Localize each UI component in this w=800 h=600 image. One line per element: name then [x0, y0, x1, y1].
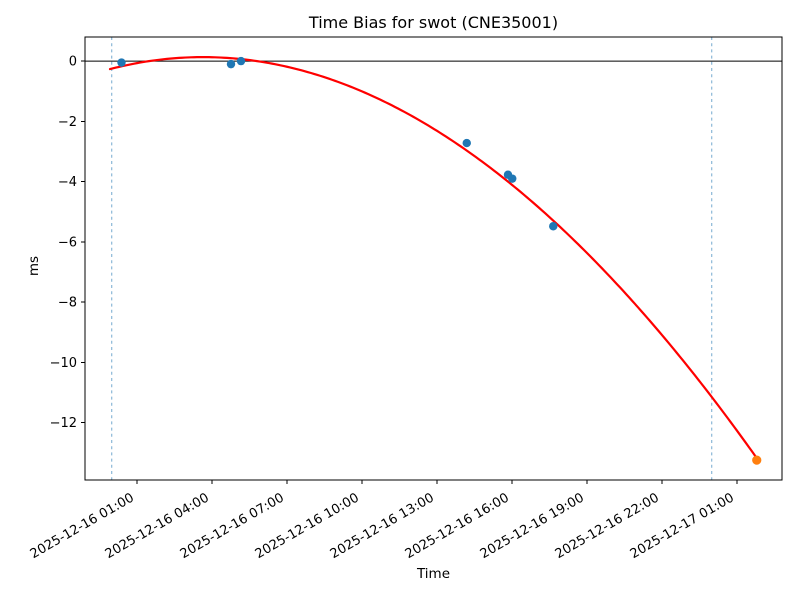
fit-curve	[108, 56, 758, 460]
plot-border	[84, 36, 783, 481]
data-point	[236, 56, 246, 66]
y-tick-label: −2	[58, 115, 77, 130]
data-point	[117, 58, 126, 67]
data-point	[549, 222, 558, 231]
y-tick-label: 0	[69, 55, 77, 70]
x-axis-label: Time	[416, 566, 451, 582]
data-point	[226, 59, 236, 69]
y-tick-label: −4	[58, 175, 77, 190]
y-tick-label: −10	[50, 356, 77, 371]
data-point	[462, 138, 471, 148]
y-tick-label: −8	[58, 296, 77, 311]
y-tick-label: −12	[50, 416, 77, 431]
y-tick-label: −6	[58, 235, 77, 250]
data-point	[508, 174, 517, 183]
chart-title: Time Bias for swot (CNE35001)	[308, 13, 559, 32]
predicted-point	[752, 455, 762, 465]
